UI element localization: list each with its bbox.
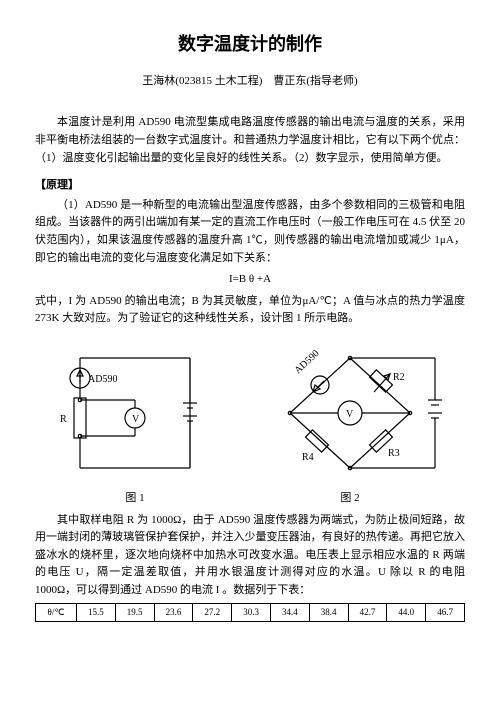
formula-1: I=B θ +A xyxy=(35,271,465,289)
table-row: θ/℃ 15.5 19.5 23.6 27.2 30.3 34.4 38.4 4… xyxy=(36,604,465,621)
table-cell: 19.5 xyxy=(115,604,154,621)
label-V1: V xyxy=(132,414,140,425)
label-R4: R4 xyxy=(302,452,314,463)
intro-paragraph: 本温度计是利用 AD590 电流型集成电路温度传感器的输出电流与温度的关系，采用… xyxy=(35,114,465,167)
figure-2: AD590 R2 R4 R3 V xyxy=(250,338,450,508)
label-V2: V xyxy=(346,409,354,420)
data-table: θ/℃ 15.5 19.5 23.6 27.2 30.3 34.4 38.4 4… xyxy=(35,603,465,621)
fig1-caption: 图 1 xyxy=(125,490,144,508)
circuit-fig2-svg: AD590 R2 R4 R3 V xyxy=(250,338,450,488)
table-cell: 15.5 xyxy=(76,604,115,621)
circuit-fig1-svg: AD590 R V xyxy=(50,338,220,488)
table-cell: 38.4 xyxy=(309,604,348,621)
label-R3: R3 xyxy=(388,448,400,459)
table-cell: 34.4 xyxy=(270,604,309,621)
figures-row: AD590 R V 图 1 xyxy=(35,338,465,508)
principle-paragraph-3: 其中取样电阻 R 为 1000Ω，由于 AD590 温度传感器为两端式，为防止极… xyxy=(35,512,465,600)
principle-paragraph-2: 式中，I 为 AD590 的输出电流；B 为其灵敏度，单位为μA/℃；A 值与冰… xyxy=(35,293,465,328)
table-cell: 27.2 xyxy=(193,604,232,621)
label-R: R xyxy=(60,414,67,425)
table-cell: 23.6 xyxy=(154,604,193,621)
table-header-cell: θ/℃ xyxy=(36,604,77,621)
table-cell: 44.0 xyxy=(387,604,426,621)
table-cell: 46.7 xyxy=(426,604,465,621)
table-cell: 42.7 xyxy=(348,604,387,621)
principle-paragraph-1: （1）AD590 是一种新型的电流输出型温度传感器，由多个参数相同的三极管和电阻… xyxy=(35,197,465,267)
page-title: 数字温度计的制作 xyxy=(35,30,465,59)
authors-line: 王海林(023815 土木工程) 曹正东(指导老师) xyxy=(35,73,465,91)
section-header-principle: 【原理】 xyxy=(35,177,465,195)
label-R2: R2 xyxy=(393,372,405,383)
label-ad590: AD590 xyxy=(88,374,117,385)
figure-1: AD590 R V 图 1 xyxy=(50,338,220,508)
table-cell: 30.3 xyxy=(232,604,271,621)
fig2-caption: 图 2 xyxy=(340,490,359,508)
label-ad590-b: AD590 xyxy=(293,348,322,376)
